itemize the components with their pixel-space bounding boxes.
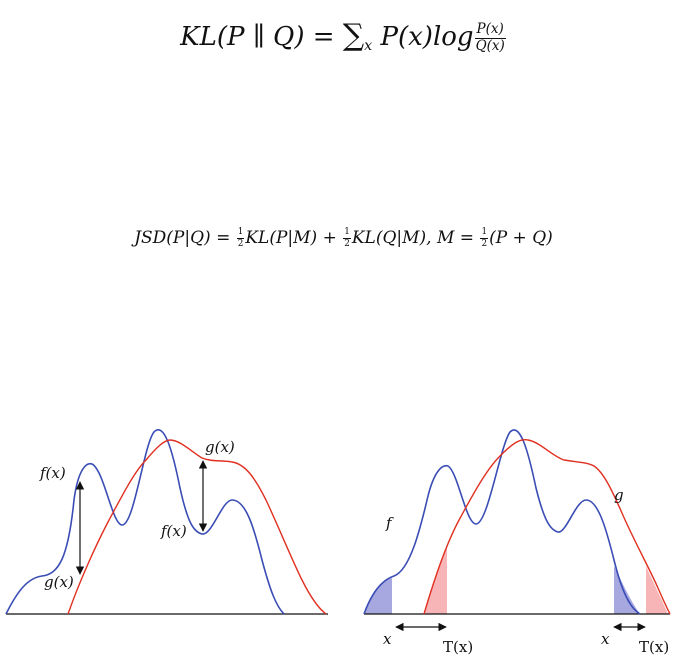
right-label-T-left: T(x) [443,638,473,656]
jsd-kl-qm: KL(Q|M), M = [351,228,480,248]
left-label-f-bottom: f(x) [160,522,187,540]
right-label-f: f [385,514,394,532]
right-g-fill-right [646,566,668,614]
jsd-pq: (P + Q) [489,228,553,248]
kl-formula-lhs: KL(P ∥ Q) = [180,22,343,52]
left-g-curve [67,439,327,615]
jsd-half-3-num: 1 [480,227,489,239]
right-plot: f g x T(x) x T(x) [363,429,671,656]
jsd-half-3-den: 2 [481,239,488,249]
jsd-formula-lhs: JSD(P|Q) = [134,228,236,248]
left-label-g-bottom: g(x) [44,573,74,591]
left-plot: f(x) g(x) g(x) f(x) [5,429,328,615]
kl-divergence-formula: KL(P ∥ Q) = ∑x P(x)log P(x) Q(x) [0,18,687,54]
kl-fraction-numerator: P(x) [474,20,506,39]
right-f-curve [363,429,641,615]
kl-fraction: P(x) Q(x) [474,20,506,54]
jsd-kl-pm: KL(P|M) + [245,228,343,248]
right-label-x-right: x [601,630,610,648]
right-label-T-right: T(x) [639,638,669,656]
right-g-curve [423,438,671,615]
right-label-g: g [614,486,624,504]
kl-formula-term: P(x)log [372,22,474,52]
kl-sum-symbol: ∑ [342,18,365,53]
left-f-curve [5,429,285,615]
right-label-x-left: x [383,630,392,648]
left-label-g-top: g(x) [205,438,235,456]
kl-sum-subscript: x [364,38,373,54]
jsd-half-2-num: 1 [343,227,351,239]
left-label-f-top: f(x) [39,464,66,482]
right-f-fill-left [364,578,392,614]
jsd-half-1-num: 1 [236,227,245,239]
right-g-fill-left [424,548,447,614]
right-f-fill-right [614,566,640,614]
jsd-half-1-den: 2 [237,239,244,249]
kl-fraction-denominator: Q(x) [475,37,505,54]
jsd-half-2-den: 2 [344,239,350,249]
